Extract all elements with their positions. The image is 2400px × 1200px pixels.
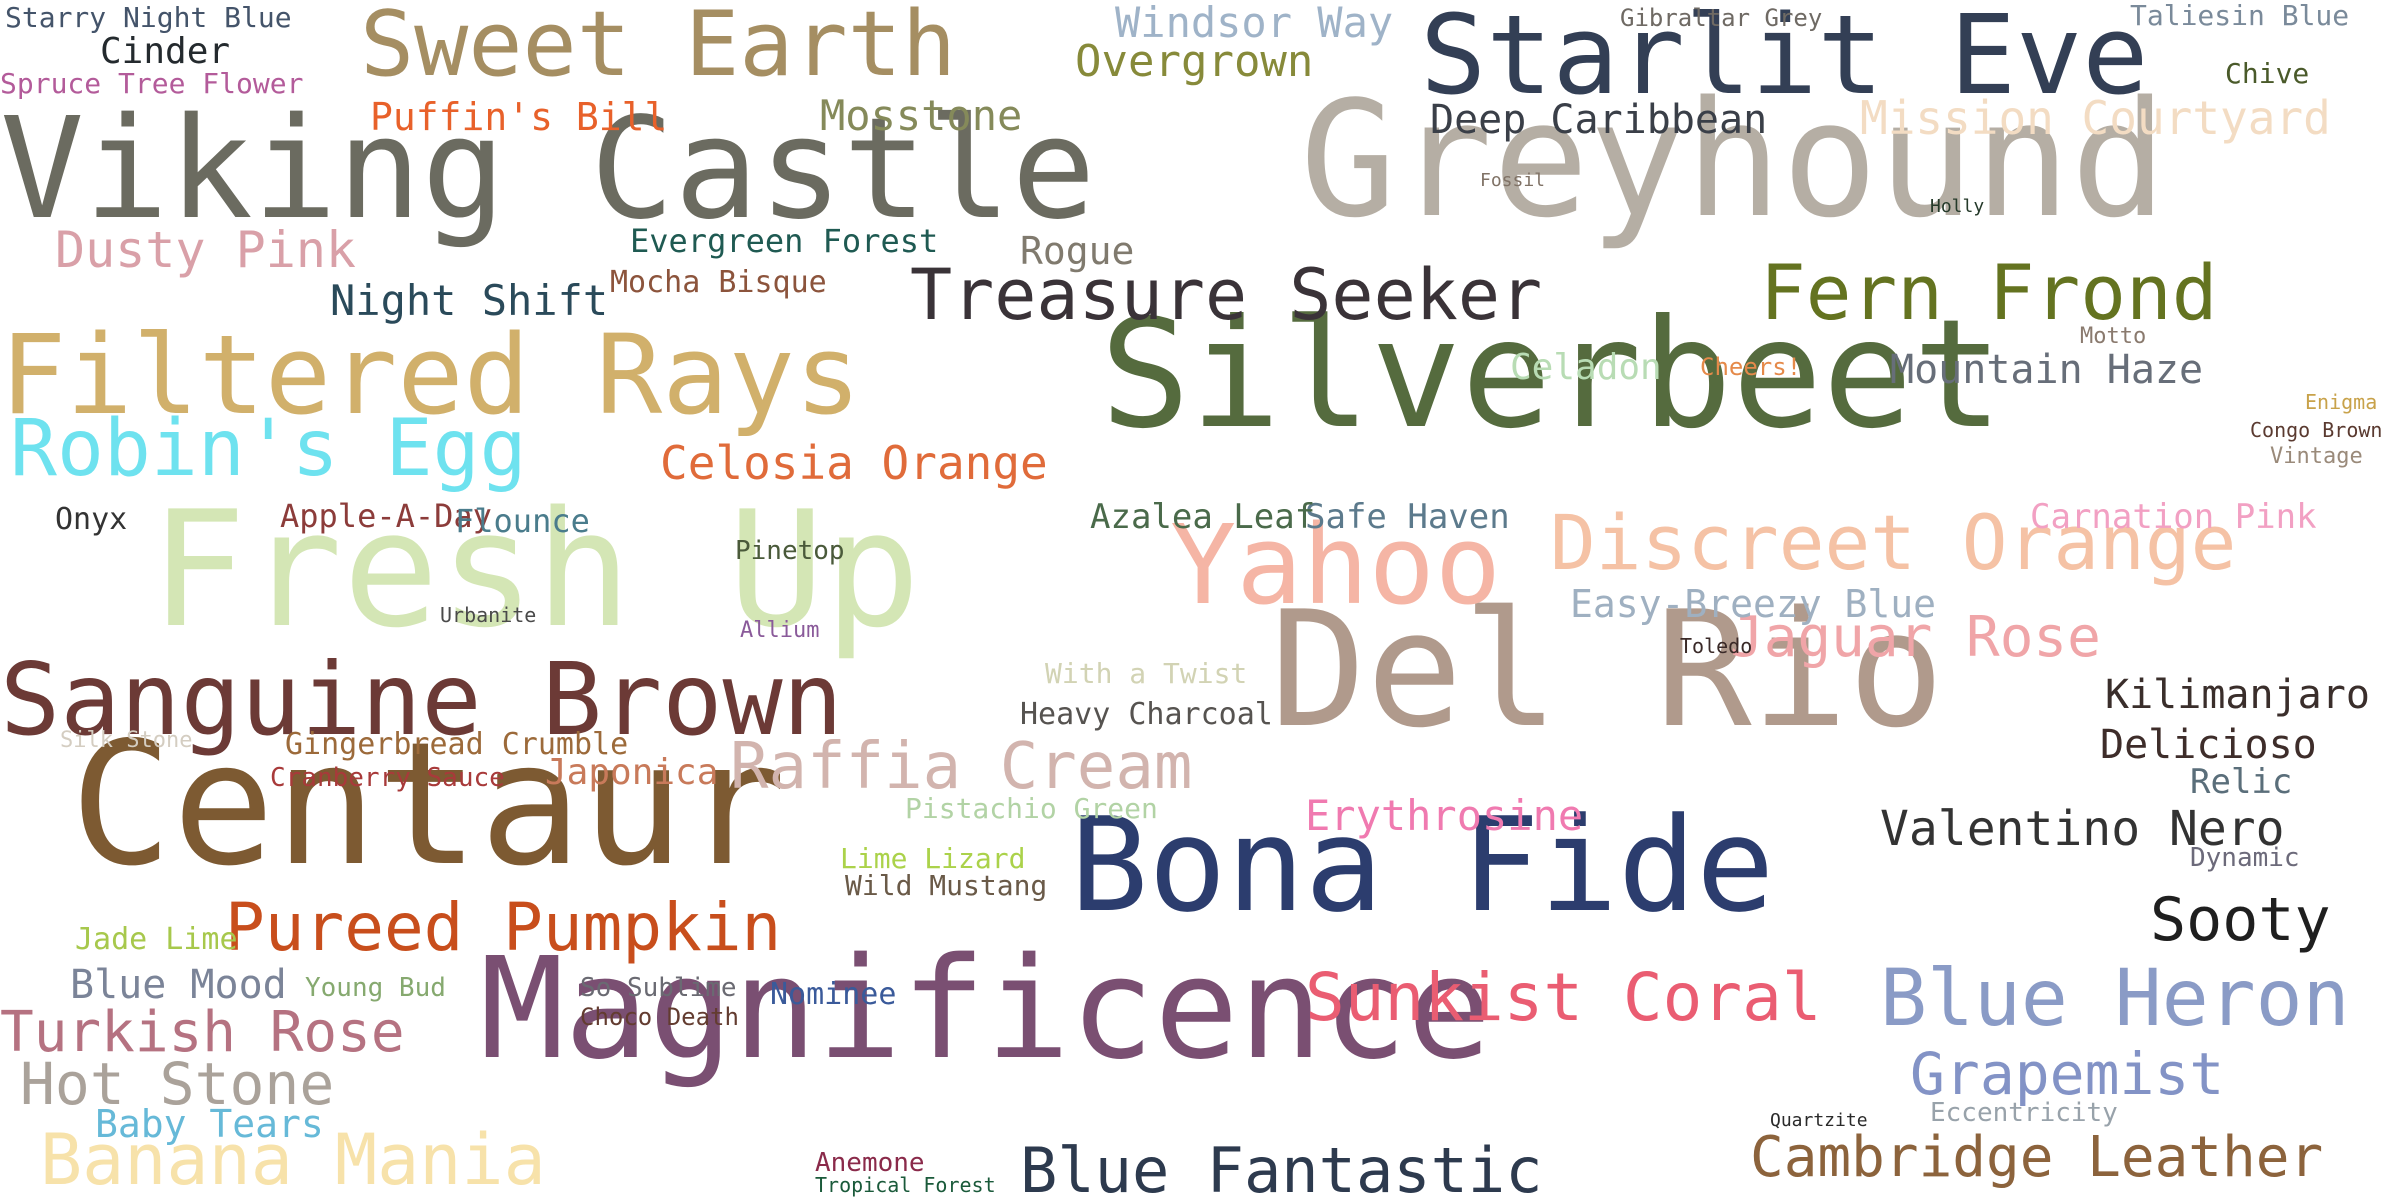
cloud-word: Japonica	[545, 752, 719, 793]
cloud-word: Deep Caribbean	[1430, 97, 1768, 143]
cloud-word: Bona Fide	[1070, 789, 1775, 941]
cloud-word: Puffin's Bill	[370, 95, 668, 139]
cloud-word: Fossil	[1480, 170, 1546, 191]
cloud-word: Mountain Haze	[1890, 347, 2204, 393]
cloud-word: Yahoo	[1170, 501, 1502, 629]
cloud-word: Kilimanjaro	[2105, 672, 2370, 718]
cloud-word: Delicioso	[2100, 722, 2317, 768]
cloud-word: Cranberry Sauce	[270, 763, 505, 793]
cloud-word: Pinetop	[735, 536, 845, 566]
cloud-word: Gingerbread Crumble	[285, 727, 629, 762]
cloud-word: Easy-Breezy Blue	[1570, 582, 1937, 626]
cloud-word: Evergreen Forest	[630, 222, 939, 260]
cloud-word: Raffia Cream	[730, 730, 1193, 804]
cloud-word: Eccentricity	[1930, 1098, 2118, 1128]
cloud-word: Vintage	[2270, 444, 2363, 469]
cloud-word: Carnation Pink	[2030, 497, 2317, 537]
cloud-word: Night Shift	[330, 276, 609, 325]
cloud-word: Enigma	[2305, 390, 2378, 414]
cloud-word: Grapemist	[1910, 1040, 2225, 1108]
cloud-word: Young Bud	[305, 973, 446, 1003]
cloud-word: Celosia Orange	[660, 436, 1048, 490]
cloud-word: Mission Courtyard	[1860, 91, 2331, 145]
cloud-word: Jade Lime	[75, 922, 238, 957]
cloud-word: Choco Death	[580, 1003, 739, 1031]
cloud-word: Discreet Orange	[1550, 498, 2237, 587]
cloud-word: Spruce Tree Flower	[0, 67, 304, 100]
cloud-word: Rogue	[1020, 229, 1135, 273]
cloud-word: Hot Stone	[20, 1050, 335, 1118]
cloud-word: Anemone	[815, 1148, 925, 1178]
cloud-word: Quartzite	[1770, 1110, 1868, 1131]
cloud-word: Blue Fantastic	[1020, 1134, 1543, 1200]
cloud-word: Nominee	[770, 977, 897, 1012]
cloud-word: Treasure Seeker	[910, 254, 1543, 336]
cloud-word: Celadon	[1510, 347, 1662, 388]
cloud-word: Wild Mustang	[845, 869, 1048, 902]
cloud-word: Windsor Way	[1115, 0, 1394, 47]
cloud-word: Relic	[2190, 762, 2293, 802]
cloud-word: Sweet Earth	[360, 0, 957, 97]
cloud-word: Jaguar Rose	[1730, 605, 2101, 670]
cloud-word: Silk Stone	[60, 728, 193, 753]
cloud-word: Mosstone	[820, 91, 1023, 140]
cloud-word: Urbanite	[440, 603, 537, 627]
cloud-word: Robin's Egg	[10, 404, 527, 494]
cloud-word: Gibraltar Grey	[1620, 4, 1823, 32]
cloud-word: Pureed Pumpkin	[225, 889, 782, 966]
cloud-word: Onyx	[55, 502, 128, 537]
cloud-word: Taliesin Blue	[2130, 0, 2350, 32]
cloud-word: Dusty Pink	[55, 221, 357, 279]
cloud-word: Lime Lizard	[840, 842, 1026, 875]
cloud-word: Overgrown	[1075, 36, 1314, 87]
cloud-word: Baby Tears	[95, 1102, 324, 1146]
cloud-word: Magnificence	[480, 928, 1492, 1091]
cloud-word: Tropical Forest	[815, 1173, 996, 1197]
cloud-word: Silverbeet	[1100, 288, 2004, 462]
cloud-word: Blue Heron	[1880, 954, 2350, 1044]
cloud-word: Chive	[2225, 57, 2310, 90]
cloud-word: Sanguine Brown	[0, 641, 843, 758]
cloud-word: Filtered Rays	[0, 311, 861, 439]
cloud-word: Starlit Eve	[1420, 0, 2149, 119]
cloud-word: Pistachio Green	[905, 792, 1158, 825]
cloud-word: Cheers!	[1700, 353, 1802, 381]
cloud-word: Allium	[740, 618, 820, 643]
cloud-word: Dynamic	[2190, 843, 2300, 873]
cloud-word: Holly	[1930, 196, 1985, 217]
cloud-word: So Sublime	[580, 973, 737, 1003]
cloud-word: Fern Frond	[1760, 248, 2218, 337]
cloud-word: Cambridge Leather	[1750, 1125, 2324, 1190]
cloud-word: Mocha Bisque	[610, 265, 827, 300]
cloud-word: Del Rio	[1270, 576, 1945, 763]
cloud-word: Cinder	[100, 31, 231, 72]
cloud-word: Heavy Charcoal	[1020, 697, 1273, 732]
cloud-word: Safe Haven	[1305, 497, 1510, 537]
cloud-word: Valentino Nero	[1880, 801, 2285, 857]
cloud-word: Banana Mania	[40, 1119, 546, 1200]
cloud-word: With a Twist	[1045, 657, 1248, 690]
cloud-word: Greyhound	[1300, 66, 2167, 253]
cloud-word: Sunkist Coral	[1305, 959, 1822, 1036]
cloud-word: Azalea Leaf	[1090, 497, 1316, 537]
cloud-word: Congo Brown	[2250, 418, 2383, 442]
cloud-word: Motto	[2080, 324, 2147, 349]
cloud-word: Fresh Up	[150, 476, 921, 663]
cloud-word: Toledo	[1680, 634, 1753, 658]
cloud-word: Flounce	[455, 502, 590, 540]
cloud-word: Apple-A-Day	[280, 497, 492, 535]
cloud-word: Blue Mood	[70, 962, 287, 1008]
cloud-word: Erythrosine	[1305, 791, 1584, 840]
cloud-word: Centaur	[70, 706, 787, 904]
cloud-word: Sooty	[2150, 885, 2331, 955]
cloud-word: Turkish Rose	[0, 1000, 405, 1065]
cloud-word: Viking Castle	[0, 88, 1096, 251]
cloud-word: Starry Night Blue	[5, 1, 292, 34]
